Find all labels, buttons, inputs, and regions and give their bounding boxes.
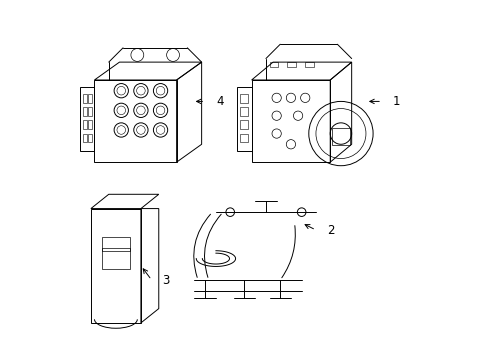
Bar [83, 94, 87, 103]
Text: 3: 3 [162, 274, 169, 287]
Bar [83, 107, 87, 116]
Bar [102, 248, 130, 269]
Text: 2: 2 [326, 224, 333, 237]
Bar [251, 80, 329, 162]
Text: 1: 1 [392, 95, 400, 108]
Bar [83, 120, 87, 129]
Bar [94, 80, 176, 162]
Bar [287, 62, 296, 67]
Text: 4: 4 [216, 95, 223, 108]
Bar [88, 94, 92, 103]
Bar [240, 107, 247, 116]
Bar [80, 87, 94, 152]
Bar [240, 94, 247, 103]
Bar [88, 120, 92, 129]
Bar [332, 128, 349, 145]
Bar [88, 134, 92, 143]
Bar [240, 120, 247, 129]
Bar [305, 62, 313, 67]
Bar [102, 237, 130, 251]
Bar [91, 208, 141, 323]
Bar [237, 87, 251, 152]
Bar [83, 134, 87, 143]
Bar [269, 62, 278, 67]
Bar [88, 107, 92, 116]
Bar [240, 134, 247, 143]
